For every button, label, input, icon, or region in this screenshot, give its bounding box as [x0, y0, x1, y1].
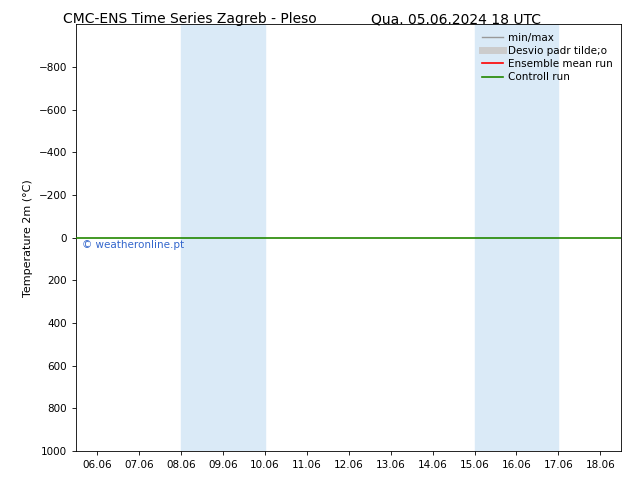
Bar	[474, 24, 559, 451]
Y-axis label: Temperature 2m (°C): Temperature 2m (°C)	[23, 179, 33, 296]
Text: Qua. 05.06.2024 18 UTC: Qua. 05.06.2024 18 UTC	[372, 12, 541, 26]
Text: © weatheronline.pt: © weatheronline.pt	[82, 240, 184, 250]
Bar	[181, 24, 265, 451]
Legend: min/max, Desvio padr tilde;o, Ensemble mean run, Controll run: min/max, Desvio padr tilde;o, Ensemble m…	[479, 30, 616, 85]
Text: CMC-ENS Time Series Zagreb - Pleso: CMC-ENS Time Series Zagreb - Pleso	[63, 12, 317, 26]
